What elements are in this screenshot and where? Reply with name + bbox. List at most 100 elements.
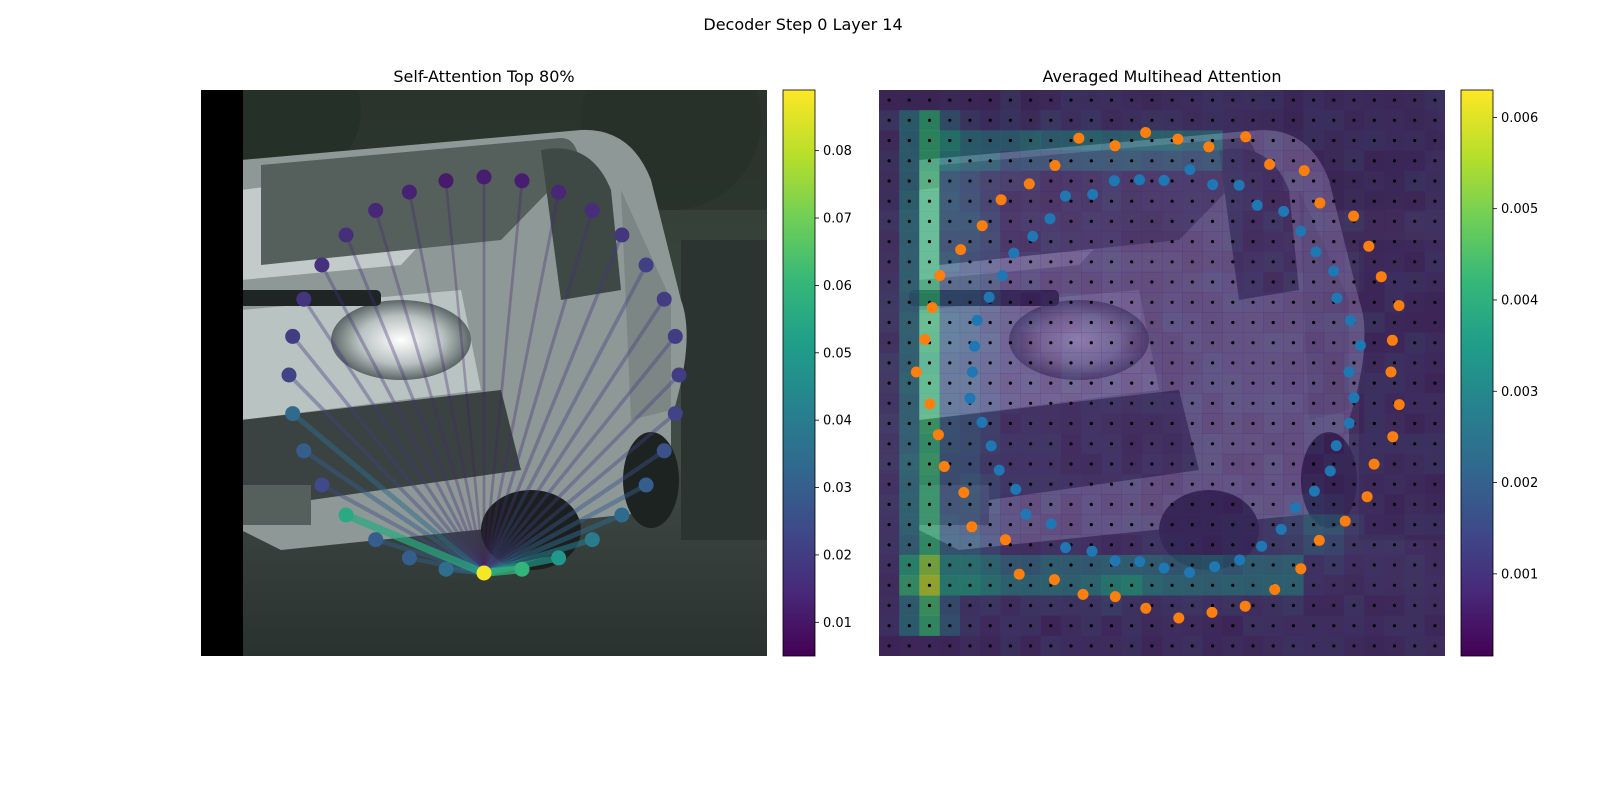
grid-dot: [1049, 442, 1053, 446]
grid-dot: [1190, 280, 1194, 284]
grid-dot: [1069, 421, 1073, 426]
grid-dot: [1332, 624, 1336, 628]
grid-dot: [1433, 502, 1437, 506]
grid-dot: [1109, 300, 1114, 304]
grid-dot: [1433, 563, 1437, 567]
attention-line: [482, 297, 666, 575]
grid-dot: [907, 482, 911, 486]
grid-dot: [1170, 118, 1174, 122]
grid-dot: [1271, 502, 1275, 506]
query-point: [1059, 190, 1071, 202]
grid-dot: [1190, 240, 1194, 244]
grid-dot: [927, 240, 932, 244]
grid-dot: [1332, 421, 1336, 426]
grid-dot: [1089, 320, 1093, 325]
grid-dot: [1413, 401, 1417, 405]
grid-dot: [1372, 442, 1376, 446]
attention-line: [482, 208, 594, 575]
grid-dot: [1352, 300, 1356, 304]
grid-dot: [1271, 624, 1275, 628]
grid-dot: [1008, 199, 1013, 203]
grid-dot: [1433, 583, 1437, 587]
grid-dot: [988, 381, 992, 385]
attention-point: [281, 367, 297, 383]
grid-dot: [1109, 421, 1114, 426]
attention-point: [551, 184, 567, 200]
grid-dot: [907, 502, 911, 506]
grid-dot: [1170, 240, 1174, 244]
attention-point: [667, 406, 683, 422]
attention-line: [481, 448, 667, 576]
figure-title: Decoder Step 0 Layer 14: [703, 15, 902, 34]
grid-dot: [1150, 543, 1154, 547]
reference-point: [1203, 141, 1215, 153]
grid-dot: [1332, 502, 1336, 506]
attention-point: [584, 532, 600, 548]
grid-dot: [1372, 381, 1376, 385]
query-point: [1251, 199, 1263, 211]
grid-dot: [907, 118, 911, 122]
grid-dot: [1150, 442, 1154, 446]
attention-point: [338, 227, 354, 243]
grid-dot: [1352, 603, 1356, 608]
reference-point: [995, 194, 1007, 206]
grid-dot: [1170, 320, 1174, 325]
grid-dot: [1433, 280, 1437, 284]
grid-dot: [1150, 320, 1154, 325]
grid-dot: [1109, 482, 1114, 486]
grid-dot: [887, 179, 891, 183]
reference-point: [1239, 600, 1251, 612]
grid-dot: [1231, 462, 1235, 466]
grid-dot: [1190, 583, 1194, 587]
query-point: [1158, 562, 1170, 574]
colorbar-tick-label: 0.03: [823, 481, 852, 496]
self-attention-panel: Self-Attention Top 80%: [201, 67, 767, 656]
grid-dot: [907, 199, 911, 203]
grid-dot: [988, 280, 992, 284]
grid-dot: [1109, 523, 1114, 527]
query-point: [1045, 518, 1057, 530]
grid-dot: [1150, 421, 1154, 426]
grid-dot: [1130, 199, 1134, 203]
grid-dot: [1210, 361, 1215, 365]
grid-dot: [1231, 260, 1235, 264]
grid-dot: [927, 644, 932, 648]
query-point: [1331, 292, 1343, 304]
grid-dot: [1291, 320, 1295, 325]
query-point: [996, 270, 1008, 282]
attention-line: [482, 263, 648, 575]
grid-dot: [1130, 260, 1134, 264]
grid-dot: [1029, 603, 1033, 608]
query-point: [1324, 465, 1336, 477]
grid-dot: [1332, 199, 1336, 203]
grid-dot: [948, 563, 952, 567]
grid-dot: [1008, 442, 1013, 446]
grid-dot: [1089, 280, 1093, 284]
attention-point: [314, 477, 330, 493]
grid-dot: [1109, 159, 1114, 163]
grid-dot: [1029, 118, 1033, 122]
attention-lines: [287, 175, 681, 577]
grid-dot: [1251, 320, 1255, 325]
grid-dot: [1332, 381, 1336, 385]
grid-dot: [1049, 401, 1053, 405]
grid-dot: [948, 381, 952, 385]
grid-dot: [907, 361, 911, 365]
grid-dot: [948, 583, 952, 587]
grid-dot: [1251, 603, 1255, 608]
grid-dot: [1413, 482, 1417, 486]
grid-dot: [887, 543, 891, 547]
grid-dot: [1190, 401, 1194, 405]
grid-dot: [1170, 381, 1174, 385]
query-point: [1295, 225, 1307, 237]
grid-dot: [1049, 280, 1053, 284]
attention-point: [438, 173, 454, 189]
grid-dot: [1069, 462, 1073, 466]
grid-dot: [887, 381, 891, 385]
grid-dot: [1008, 240, 1013, 244]
grid-dot: [968, 563, 972, 567]
grid-dot: [1069, 442, 1073, 446]
grid-dot: [1251, 482, 1255, 486]
grid-dot: [1008, 482, 1013, 486]
grid-dot: [1231, 401, 1235, 405]
